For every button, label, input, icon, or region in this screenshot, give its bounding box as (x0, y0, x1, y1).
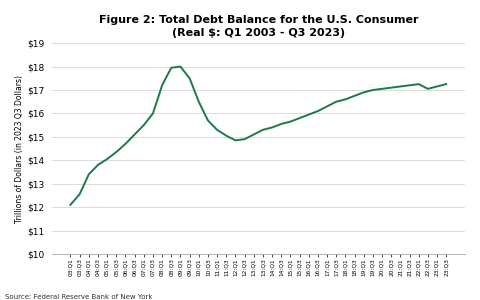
Y-axis label: Trillions of Dollars (in 2023 Q3 Dollars): Trillions of Dollars (in 2023 Q3 Dollars… (15, 75, 24, 223)
Text: Source: Federal Reserve Bank of New York: Source: Federal Reserve Bank of New York (5, 294, 152, 300)
Title: Figure 2: Total Debt Balance for the U.S. Consumer
(Real $: Q1 2003 - Q3 2023): Figure 2: Total Debt Balance for the U.S… (98, 15, 418, 38)
